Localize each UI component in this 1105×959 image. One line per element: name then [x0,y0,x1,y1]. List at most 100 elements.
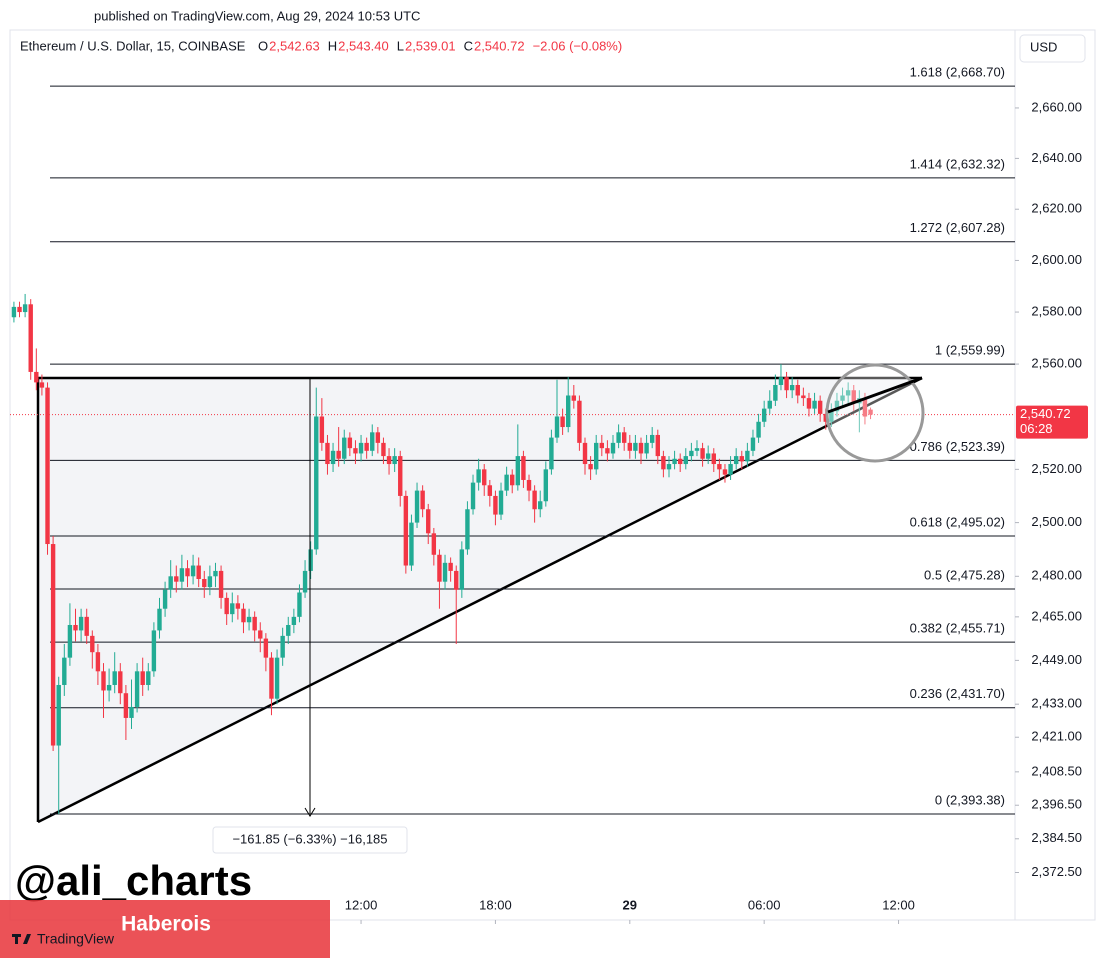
x-tick-label: 12:00 [882,897,915,912]
candle-body [817,400,823,414]
candle-body [789,385,795,391]
candle-body [302,570,308,593]
candle-body [280,635,285,658]
candle-body [370,432,375,451]
candle-body [510,474,515,486]
candle-body [515,456,521,486]
candle-body [409,522,414,566]
candle-body [174,576,179,582]
candle-body [319,416,325,443]
candle-body [392,456,397,465]
candle-body [151,630,157,672]
candle-body [336,450,341,459]
candle-body [705,453,711,459]
brand-icon [12,934,31,944]
candle-body [605,448,610,454]
y-tick-label: 2,480.00 [1031,568,1082,583]
fib-label: 1.414 (2,632.32) [910,156,1005,171]
candle-body [426,509,431,534]
candle-body [834,400,840,412]
candle-body [45,387,50,545]
candle-body [470,482,476,510]
candle-body [73,624,78,631]
y-tick-label: 2,500.00 [1031,514,1082,529]
candle-body [308,549,313,571]
candle-body [661,456,666,470]
highlight-circle [825,363,925,463]
candle-body [140,671,145,685]
price-tag-value: 2,540.72 [1020,406,1071,421]
candle-body [224,597,229,615]
candle-body [633,442,638,451]
candle-body [179,568,185,582]
y-tick-label: 2,600.00 [1031,252,1082,267]
banner-text: Haberois [121,913,211,936]
candle-body [101,671,106,691]
candle-body [801,395,806,399]
legend-value: 2,540.72 [474,38,525,53]
candle-body [291,616,297,625]
fib-label: 0.5 (2,475.28) [924,567,1005,582]
candle-body [258,630,263,639]
candle-body [761,408,767,422]
candle-body [767,400,772,409]
candle-body [773,385,778,401]
symbol-title: Ethereum / U.S. Dollar, 15, COINBASE [20,38,246,53]
candle-body [414,490,420,523]
ascending-triangle [36,376,923,824]
candle-body [538,501,543,510]
candle-body [588,464,593,470]
candle-body [235,603,241,609]
candle-body [442,562,448,582]
candle-body [274,657,280,699]
candle-body [202,578,207,588]
y-tick-label: 2,520.00 [1031,461,1082,476]
candle-body [386,456,392,465]
candle-body [683,456,688,465]
published-note: published on TradingView.com, Aug 29, 20… [94,8,420,23]
fib-label: 1 (2,559.99) [935,343,1005,358]
candle-body [610,442,616,454]
candle-body [845,390,851,396]
candle-body [297,592,302,617]
candle-body [504,474,509,491]
candle-body [689,450,694,457]
candle-body [207,576,213,588]
brand-logo: TradingView [37,931,115,947]
y-tick-label: 2,465.00 [1031,608,1082,623]
candle-body [39,382,45,388]
measure-box [212,826,408,854]
y-tick-label: 2,660.00 [1031,99,1082,114]
fib-label: 0.382 (2,455.71) [910,621,1005,636]
candle-body [476,469,481,483]
candle-body [364,442,369,451]
candle-body [342,437,347,459]
support-line [37,376,923,824]
currency-label: USD [1030,39,1057,54]
candle-body [95,652,101,672]
candle-body [599,442,605,449]
y-tick-label: 2,372.50 [1031,864,1082,879]
breakout-line [827,376,923,414]
candle-body [11,306,17,318]
candle-body [459,549,465,590]
candle-body [252,616,257,631]
candle-body [465,509,470,550]
candle-body [554,416,560,438]
watermark: @ali_charts [15,857,252,904]
legend-change: −2.06 (−0.08%) [533,38,623,53]
candle-body [644,442,649,454]
candle-body [493,495,498,515]
candle-body [571,395,577,401]
currency-button[interactable] [1019,34,1086,63]
candle-body [84,616,89,636]
candle-body [375,432,381,443]
fib-label: 0.618 (2,495.02) [910,514,1005,529]
candle-body [750,437,756,451]
candle-body [218,570,224,598]
price-tag [1016,405,1088,439]
candle-body [213,570,218,577]
legend-key: C [464,38,473,53]
candle-body [498,490,504,515]
y-tick-label: 2,620.00 [1031,201,1082,216]
